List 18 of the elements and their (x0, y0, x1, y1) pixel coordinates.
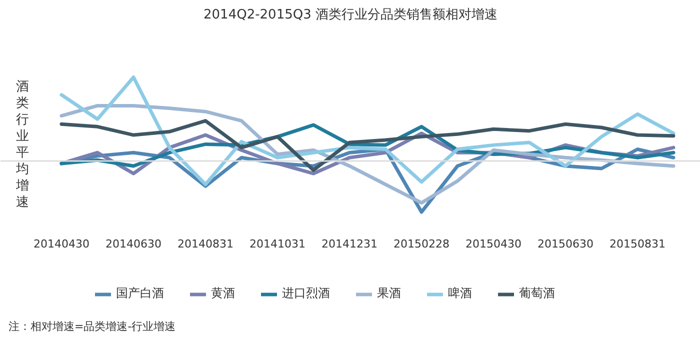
x-tick-label: 20141031 (250, 238, 306, 251)
x-tick-label: 20140430 (34, 238, 90, 251)
x-tick-label: 20141231 (322, 238, 378, 251)
legend-label: 啤酒 (448, 285, 472, 302)
x-tick-label: 20150630 (538, 238, 594, 251)
x-tick-label: 20140831 (178, 238, 234, 251)
x-tick-label: 20140630 (106, 238, 162, 251)
x-tick-label: 20150430 (466, 238, 522, 251)
legend-label: 国产白酒 (116, 285, 164, 302)
x-tick-label: 20150831 (610, 238, 666, 251)
legend-label: 葡萄酒 (519, 285, 555, 302)
y-axis-title: 酒类行业平均增速 (15, 79, 29, 210)
text: 注：相对增速=品类增速-行业增速 (8, 320, 176, 333)
x-tick-label: 20150228 (394, 238, 450, 251)
legend-label: 黄酒 (211, 285, 235, 302)
legend-label: 进口烈酒 (282, 285, 330, 302)
legend-label: 果酒 (377, 285, 401, 302)
chart-title: 2014Q2-2015Q3 酒类行业分品类销售额相对增速 (204, 8, 498, 22)
